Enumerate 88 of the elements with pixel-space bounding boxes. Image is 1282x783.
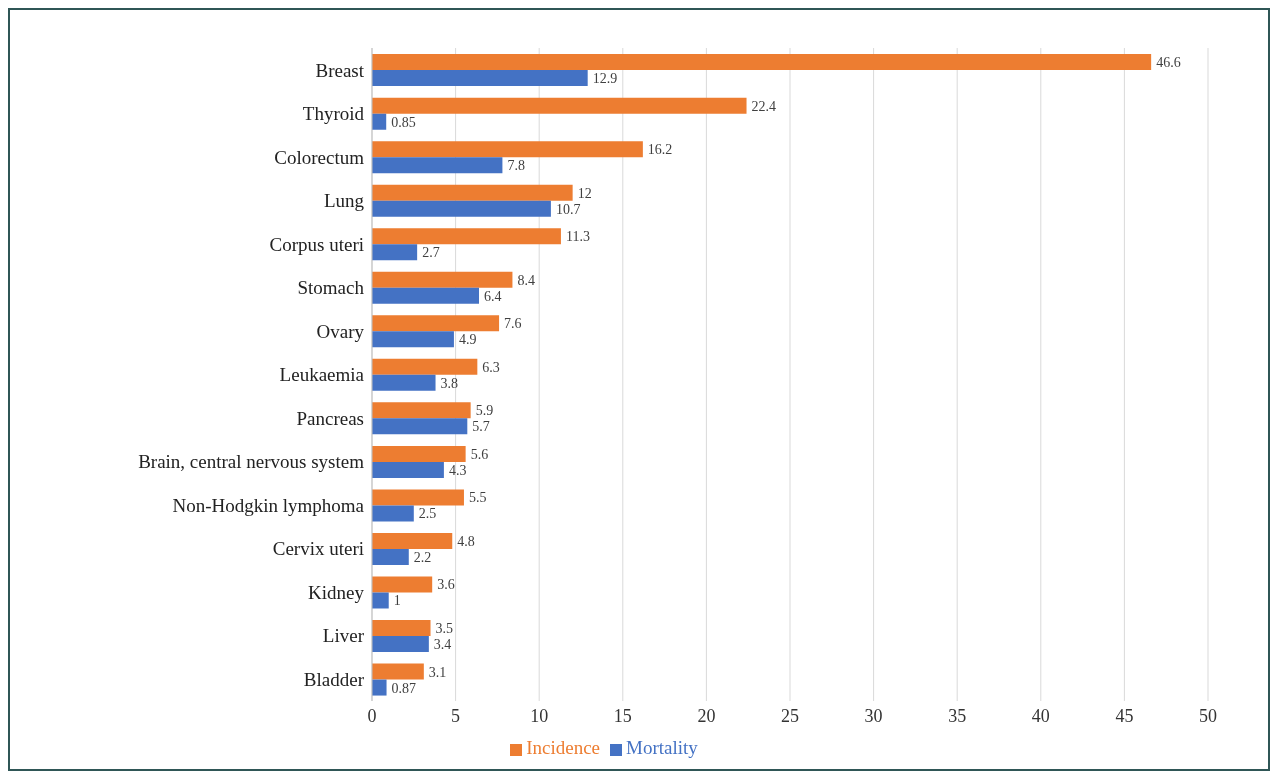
data-label: 3.4 [433, 637, 452, 652]
bar [372, 636, 429, 653]
data-label: 8.4 [517, 272, 535, 288]
y-tick-label: Stomach [297, 277, 365, 299]
data-label: 2.7 [422, 245, 440, 261]
data-label: 11.3 [565, 229, 590, 245]
data-label: 46.6 [1156, 55, 1181, 71]
bar [372, 184, 573, 201]
data-label: 3.1 [428, 664, 447, 680]
data-label: 2.2 [413, 549, 432, 565]
data-label: 12.9 [592, 71, 618, 87]
legend-label: Incidence [526, 737, 601, 758]
bar [372, 157, 503, 174]
y-tick-label: Liver [322, 625, 365, 647]
data-label: 0.85 [391, 114, 416, 130]
x-tick-label: 40 [1031, 705, 1050, 726]
y-tick-label: Kidney [308, 581, 365, 603]
bar [372, 402, 471, 419]
data-label: 3.5 [435, 621, 454, 636]
y-tick-label: Bladder [303, 668, 365, 690]
bar [372, 489, 464, 506]
data-label: 16.2 [647, 142, 673, 158]
data-label: 4.8 [457, 533, 475, 549]
data-label: 0.87 [391, 680, 417, 696]
y-tick-label: Corpus uteri [269, 233, 364, 255]
bar [372, 141, 643, 158]
data-label: 2.5 [418, 506, 437, 522]
bar [372, 592, 389, 609]
y-tick-label: Lung [323, 190, 365, 212]
data-label: 7.6 [504, 316, 522, 332]
bar [372, 505, 414, 522]
bar [372, 70, 588, 87]
y-tick-label: Pancreas [296, 407, 364, 429]
bar [372, 315, 500, 332]
bar [372, 576, 433, 593]
bar [372, 271, 513, 288]
data-label: 3.6 [437, 577, 455, 593]
bar [372, 532, 453, 549]
data-label: 5.7 [472, 419, 490, 435]
bar [372, 445, 466, 462]
bar [372, 358, 478, 375]
bar [372, 287, 480, 304]
y-tick-label: Breast [315, 59, 365, 81]
bar [372, 228, 561, 245]
data-label: 1 [393, 593, 401, 609]
x-tick-label: 15 [613, 705, 632, 726]
data-label: 3.8 [440, 375, 459, 391]
x-tick-label: 10 [530, 705, 549, 726]
data-label: 12 [577, 185, 592, 201]
x-tick-label: 5 [451, 705, 461, 726]
y-tick-label: Cervix uteri [272, 538, 364, 560]
y-tick-label: Leukaemia [279, 364, 365, 386]
x-tick-label: 20 [697, 705, 716, 726]
x-tick-label: 30 [864, 705, 883, 726]
y-tick-label: Brain, central nervous system [138, 451, 365, 473]
bar [372, 663, 424, 680]
bar [372, 244, 418, 261]
y-tick-label: Colorectum [274, 146, 365, 168]
x-tick-label: 45 [1115, 705, 1134, 726]
data-label: 4.3 [448, 462, 467, 478]
bar [372, 200, 551, 217]
data-label: 6.4 [484, 288, 502, 304]
data-label: 10.7 [555, 201, 581, 217]
bar [372, 54, 1152, 71]
y-tick-label: Ovary [316, 320, 365, 342]
bar [372, 461, 444, 478]
x-tick-label: 0 [367, 705, 377, 726]
legend-label: Mortality [626, 737, 698, 758]
data-label: 22.4 [751, 98, 777, 114]
y-tick-label: Thyroid [302, 103, 365, 125]
data-label: 6.3 [482, 359, 500, 375]
x-tick-label: 50 [1199, 705, 1217, 726]
bar [372, 548, 409, 565]
data-label: 7.8 [507, 158, 525, 174]
x-tick-label: 35 [948, 705, 967, 726]
bar [372, 679, 387, 696]
data-label: 5.9 [475, 403, 494, 419]
bar [372, 418, 468, 435]
bar [372, 113, 387, 130]
data-label: 5.6 [470, 446, 489, 462]
bar [372, 620, 431, 637]
y-tick-label: Non-Hodgkin lymphoma [172, 494, 365, 516]
x-tick-label: 25 [781, 705, 799, 726]
bar [372, 97, 747, 114]
bar [372, 374, 436, 391]
data-label: 5.5 [468, 490, 487, 506]
bar [372, 331, 454, 348]
data-label: 4.9 [458, 332, 477, 348]
